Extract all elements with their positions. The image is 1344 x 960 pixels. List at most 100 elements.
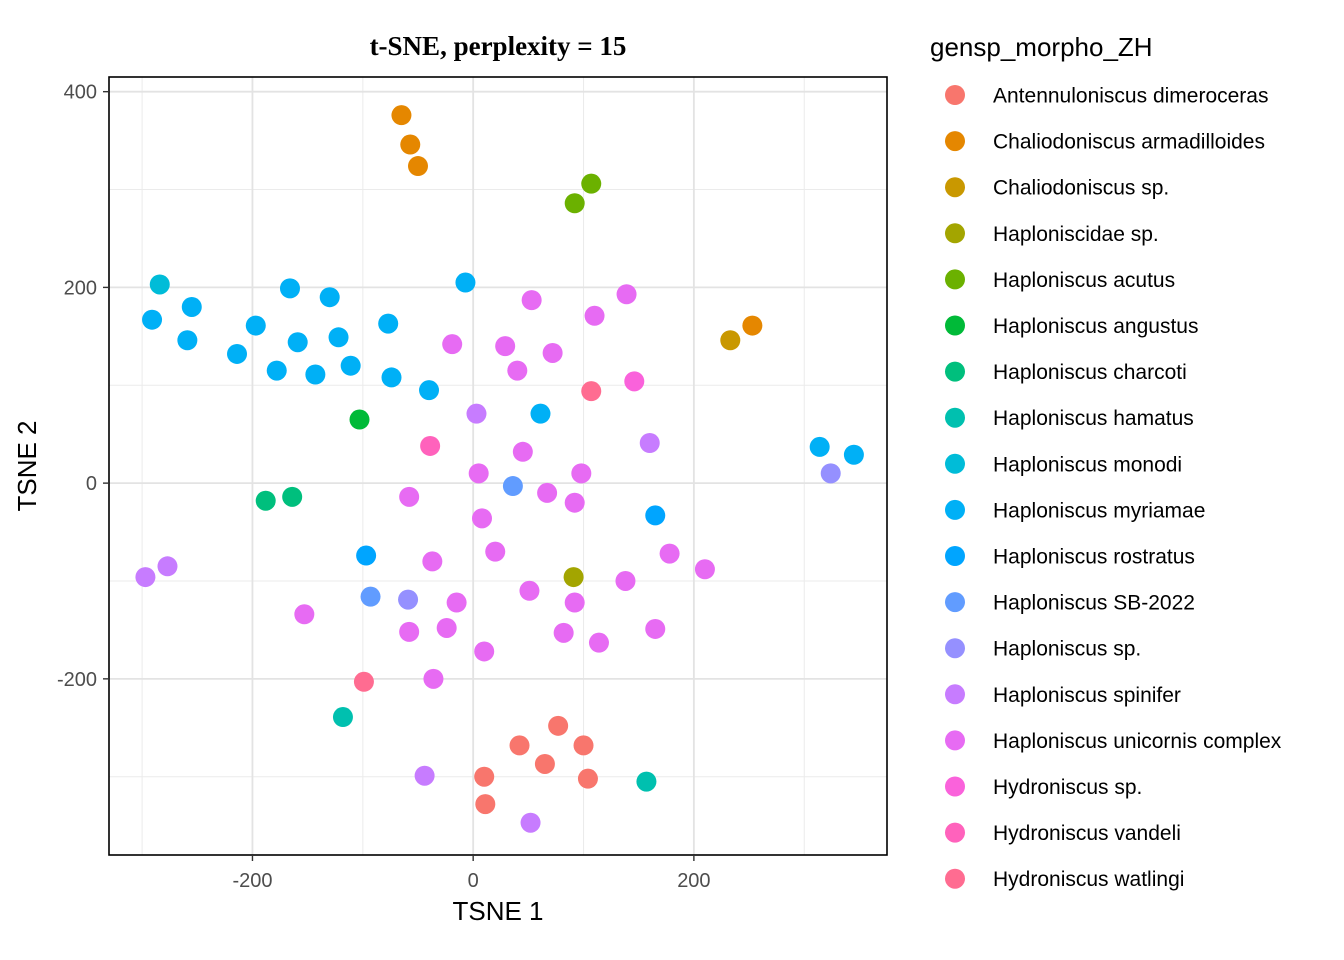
legend-label: Hydroniscus watlingi bbox=[993, 868, 1184, 891]
y-axis-title: TSNE 2 bbox=[12, 420, 42, 511]
legend-label: Haploniscus angustus bbox=[993, 315, 1198, 338]
data-point bbox=[521, 290, 542, 311]
legend-item: Haploniscus acutus bbox=[945, 269, 1175, 292]
data-point bbox=[142, 309, 163, 330]
data-point bbox=[423, 668, 444, 689]
data-point bbox=[553, 622, 574, 643]
data-point bbox=[474, 641, 495, 662]
data-point bbox=[455, 272, 476, 293]
legend-key bbox=[945, 546, 965, 566]
data-point bbox=[809, 436, 830, 457]
data-point bbox=[645, 505, 666, 526]
legend-item: Hydroniscus watlingi bbox=[945, 868, 1184, 891]
legend-key bbox=[945, 684, 965, 705]
data-point bbox=[468, 463, 489, 484]
legend-label: Haploniscus myriamae bbox=[993, 499, 1205, 522]
legend-label: Chaliodoniscus armadilloides bbox=[993, 131, 1265, 154]
legend-item: Haploniscus unicornis complex bbox=[945, 730, 1282, 753]
data-point bbox=[843, 444, 864, 465]
data-point bbox=[624, 371, 645, 392]
legend-key bbox=[945, 407, 965, 428]
data-point bbox=[542, 342, 563, 363]
data-point bbox=[502, 476, 523, 497]
data-point bbox=[400, 134, 421, 155]
data-point bbox=[255, 490, 276, 511]
data-point bbox=[446, 592, 467, 613]
data-point bbox=[564, 492, 585, 513]
data-point bbox=[573, 735, 594, 756]
data-points bbox=[135, 105, 864, 833]
chart-title: t-SNE, perplexity = 15 bbox=[370, 31, 627, 61]
legend-key bbox=[945, 776, 965, 797]
data-point bbox=[512, 441, 533, 462]
legend-item: Antennuloniscus dimeroceras bbox=[945, 85, 1268, 108]
legend-item: Chaliodoniscus sp. bbox=[945, 177, 1169, 200]
legend-key bbox=[945, 223, 965, 244]
data-point bbox=[279, 278, 300, 299]
data-point bbox=[720, 330, 741, 351]
data-point bbox=[495, 336, 516, 357]
legend-key bbox=[945, 177, 965, 198]
data-point bbox=[399, 621, 420, 642]
data-point bbox=[436, 617, 457, 638]
legend-item: Haploniscus charcoti bbox=[945, 361, 1187, 384]
legend-label: Chaliodoniscus sp. bbox=[993, 177, 1169, 200]
data-point bbox=[422, 551, 443, 572]
legend-key bbox=[945, 822, 965, 843]
grid bbox=[109, 77, 887, 855]
legend-item: Haploniscus sp. bbox=[945, 638, 1141, 661]
legend-label: Haploniscus rostratus bbox=[993, 546, 1195, 569]
data-point bbox=[282, 486, 303, 507]
legend-label: Hydroniscus vandeli bbox=[993, 822, 1181, 845]
legend-label: Hydroniscus sp. bbox=[993, 776, 1142, 799]
legend-item: Haploniscus spinifer bbox=[945, 684, 1181, 707]
data-point bbox=[530, 403, 551, 424]
legend-key bbox=[945, 85, 965, 105]
legend-key bbox=[945, 499, 965, 520]
data-point bbox=[181, 296, 202, 317]
data-point bbox=[564, 592, 585, 613]
data-point bbox=[694, 559, 715, 580]
data-point bbox=[659, 543, 680, 564]
data-point bbox=[245, 315, 266, 336]
plot-panel-border bbox=[108, 76, 888, 856]
data-point bbox=[149, 274, 170, 295]
data-point bbox=[414, 765, 435, 786]
data-point bbox=[398, 589, 419, 610]
data-point bbox=[177, 330, 198, 351]
legend-item: Hydroniscus sp. bbox=[945, 776, 1142, 799]
legend-item: Haploniscus hamatus bbox=[945, 407, 1194, 430]
legend-title: gensp_morpho_ZH bbox=[930, 32, 1153, 62]
data-point bbox=[135, 567, 156, 588]
legend-item: Haploniscus myriamae bbox=[945, 499, 1205, 522]
legend-label: Haploniscus spinifer bbox=[993, 684, 1181, 707]
data-point bbox=[584, 305, 605, 326]
data-point bbox=[157, 556, 178, 577]
data-point bbox=[340, 355, 361, 376]
data-point bbox=[420, 435, 441, 456]
legend-label: Haploniscus monodi bbox=[993, 453, 1182, 476]
legend-item: Haploniscus rostratus bbox=[945, 546, 1195, 569]
data-point bbox=[616, 284, 637, 305]
x-tick-label: -200 bbox=[232, 870, 272, 892]
data-point bbox=[548, 715, 569, 736]
data-point bbox=[588, 632, 609, 653]
data-point bbox=[474, 766, 495, 787]
legend-key bbox=[945, 638, 965, 659]
y-tick-label: 200 bbox=[64, 277, 97, 299]
data-point bbox=[287, 332, 308, 353]
y-tick-label: -200 bbox=[57, 669, 97, 691]
legend-key bbox=[945, 592, 965, 613]
y-tick-label: 400 bbox=[64, 82, 97, 104]
data-point bbox=[639, 433, 660, 454]
legend-label: Haploniscus sp. bbox=[993, 638, 1141, 661]
legend: Antennuloniscus dimeroceras Chaliodoniscu… bbox=[945, 85, 1282, 891]
legend-item: Haploniscus monodi bbox=[945, 453, 1182, 476]
legend-key bbox=[945, 868, 965, 889]
data-point bbox=[471, 508, 492, 529]
data-point bbox=[319, 287, 340, 308]
data-point bbox=[509, 735, 530, 756]
data-point bbox=[485, 541, 506, 562]
data-point bbox=[507, 360, 528, 381]
data-point bbox=[534, 753, 555, 774]
